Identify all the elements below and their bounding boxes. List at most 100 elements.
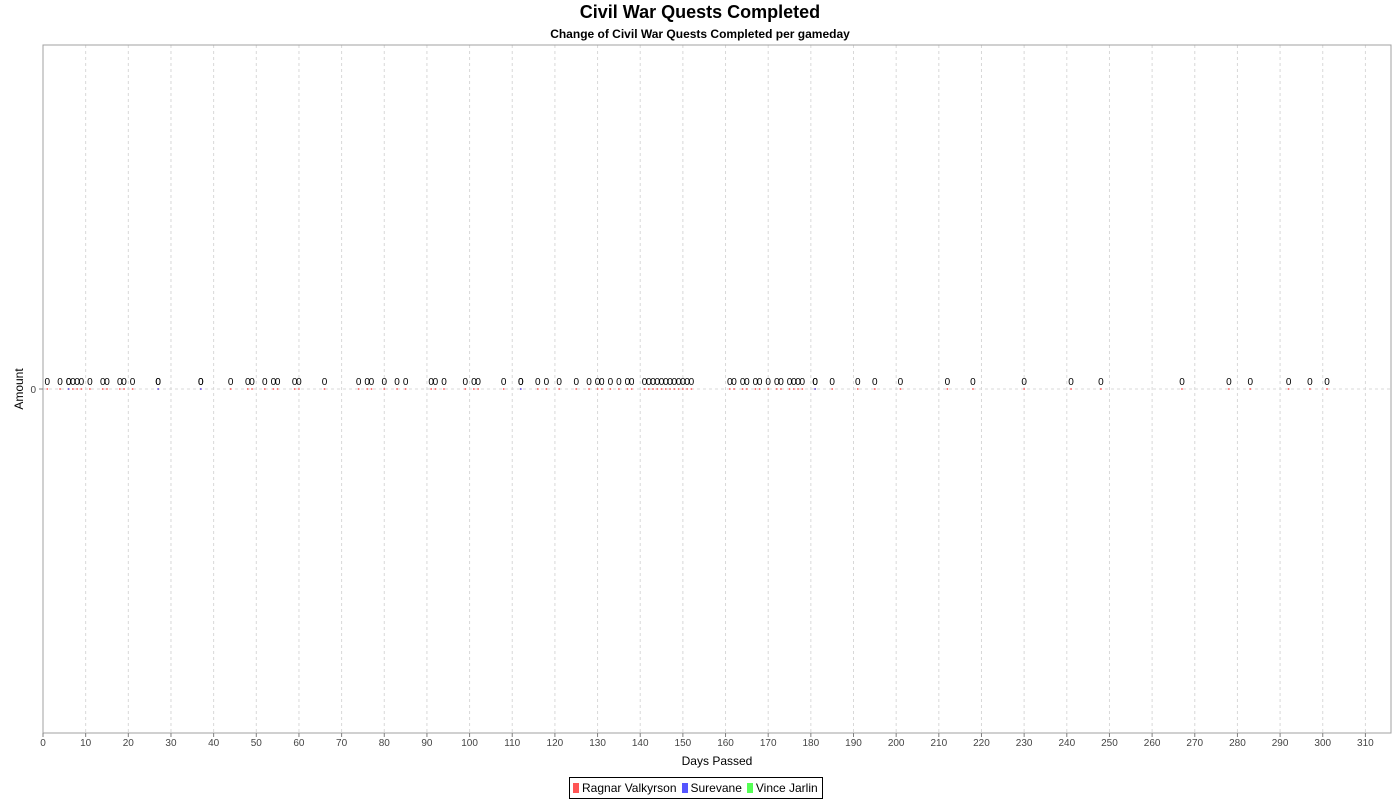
legend: Ragnar Valkyrson Surevane Vince Jarlin — [569, 777, 823, 799]
data-point-marker — [276, 388, 279, 390]
data-point: 0 — [44, 377, 50, 390]
data-point-marker — [596, 388, 599, 390]
data-point-marker — [46, 388, 49, 390]
y-axis-label: Amount — [12, 368, 26, 410]
data-point-marker — [873, 388, 876, 390]
data-point-marker — [106, 388, 108, 390]
data-point-label: 0 — [74, 377, 80, 388]
data-point-marker — [1287, 388, 1290, 390]
legend-label: Surevane — [690, 781, 742, 795]
data-point: 0 — [667, 377, 673, 390]
data-point-label: 0 — [727, 377, 733, 388]
x-tick-label: 110 — [504, 738, 520, 749]
data-point-label: 0 — [1286, 377, 1292, 388]
data-point: 0 — [433, 377, 439, 390]
data-point-label: 0 — [66, 377, 72, 388]
x-tick-label: 30 — [165, 738, 177, 749]
data-point-marker — [690, 388, 693, 390]
data-point: 0 — [629, 377, 635, 390]
data-point: 0 — [757, 377, 763, 390]
data-point-label: 0 — [1179, 377, 1185, 388]
data-point: 0 — [829, 377, 835, 390]
x-tick-label: 80 — [379, 738, 391, 749]
data-point-label: 0 — [155, 377, 161, 388]
grid-lines — [43, 45, 1391, 733]
data-point: 0 — [608, 377, 614, 390]
data-point-label: 0 — [394, 377, 400, 388]
data-point-label: 0 — [765, 377, 771, 388]
x-tick-label: 190 — [845, 738, 862, 749]
data-point-marker — [814, 388, 817, 390]
data-point-label: 0 — [1324, 377, 1330, 388]
data-point-label: 0 — [855, 377, 861, 388]
data-point-label: 0 — [381, 377, 387, 388]
data-point-label: 0 — [471, 377, 477, 388]
data-point: 0 — [556, 377, 562, 390]
data-point: 0 — [262, 377, 268, 390]
data-point: 0 — [275, 377, 281, 390]
data-point-marker — [652, 388, 654, 390]
data-point-marker — [67, 388, 70, 390]
data-point: 0 — [117, 377, 123, 390]
data-point-marker — [660, 388, 663, 390]
data-point-label: 0 — [501, 377, 507, 388]
data-point-marker — [758, 388, 761, 390]
data-point-marker — [728, 388, 731, 390]
data-point-marker — [1227, 388, 1230, 390]
data-point-label: 0 — [262, 377, 268, 388]
data-point-label: 0 — [296, 377, 302, 388]
x-tick-label: 0 — [40, 738, 46, 749]
data-point-label: 0 — [629, 377, 635, 388]
x-tick-label: 160 — [717, 738, 734, 749]
axes: 0 10 20 30 40 50 60 70 80 90 100 110 120 130 140 150 160… — [30, 385, 1374, 749]
data-point-marker — [357, 388, 360, 390]
data-point: 0 — [727, 377, 733, 390]
data-point-label: 0 — [740, 377, 746, 388]
data-point-label: 0 — [659, 377, 665, 388]
data-point-marker — [1070, 388, 1072, 390]
data-point-marker — [1309, 388, 1311, 390]
data-point: 0 — [663, 377, 669, 390]
x-tick-label: 210 — [930, 738, 947, 749]
data-point-label: 0 — [646, 377, 652, 388]
data-point: 0 — [573, 377, 579, 390]
data-point-label: 0 — [475, 377, 481, 388]
data-point: 0 — [381, 377, 387, 390]
data-point-label: 0 — [275, 377, 281, 388]
data-point: 0 — [501, 377, 507, 390]
data-point: 0 — [394, 377, 400, 390]
data-point-label: 0 — [44, 377, 50, 388]
data-point-marker — [76, 388, 79, 390]
data-point: 0 — [1286, 377, 1292, 390]
data-point-marker — [519, 388, 522, 390]
data-point-marker — [157, 388, 160, 390]
data-point-label: 0 — [731, 377, 737, 388]
x-axis-label: Days Passed — [682, 754, 753, 768]
x-tick-label: 120 — [547, 738, 564, 749]
data-point-label: 0 — [428, 377, 434, 388]
data-point-marker — [434, 388, 437, 390]
data-point-label: 0 — [689, 377, 695, 388]
data-point: 0 — [471, 377, 477, 390]
data-point-label: 0 — [245, 377, 251, 388]
data-point-label: 0 — [650, 377, 656, 388]
data-point-label: 0 — [100, 377, 106, 388]
data-point-marker — [780, 388, 782, 390]
data-point-marker — [754, 388, 757, 390]
data-point: 0 — [676, 377, 682, 390]
data-point-marker — [1249, 388, 1252, 390]
data-point-marker — [831, 388, 834, 390]
data-point-label: 0 — [70, 377, 76, 388]
data-point-label: 0 — [791, 377, 797, 388]
data-point-label: 0 — [757, 377, 763, 388]
data-point: 0 — [650, 377, 656, 390]
data-point: 0 — [855, 377, 861, 390]
data-point-label: 0 — [117, 377, 123, 388]
data-point: 0 — [100, 377, 106, 390]
data-point-label: 0 — [1098, 377, 1104, 388]
data-point-marker — [745, 388, 748, 390]
y-tick-label: 0 — [30, 385, 36, 396]
data-point: 0 — [249, 377, 255, 390]
